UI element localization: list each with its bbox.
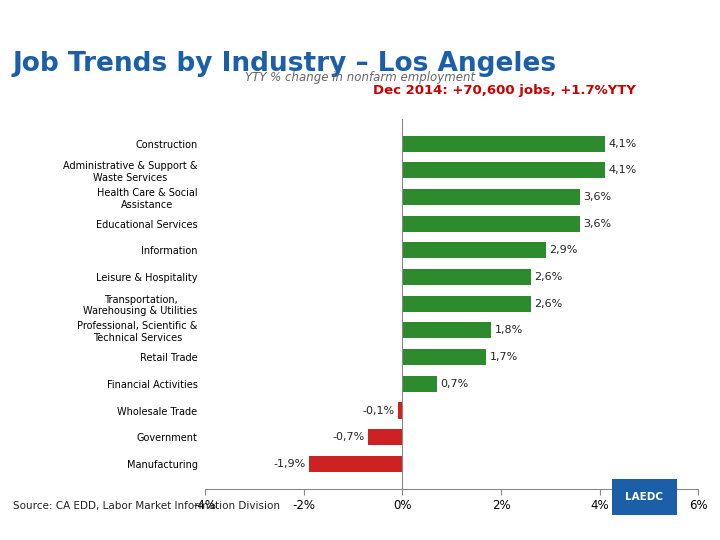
Bar [397,402,402,418]
Bar [402,349,486,365]
Text: 2,9%: 2,9% [549,245,577,255]
Bar [309,456,402,472]
Text: 1,8%: 1,8% [495,326,523,335]
Text: Source: CA EDD, Labor Market Information Division: Source: CA EDD, Labor Market Information… [13,501,280,511]
Text: LAEDC: LAEDC [626,492,663,502]
Bar [402,322,491,339]
Bar [402,376,437,392]
Text: Kyser Center for Economic Research: Kyser Center for Economic Research [534,525,698,534]
Text: 3,6%: 3,6% [583,219,611,228]
Bar [402,269,531,285]
Bar [368,429,402,445]
Text: Job Trends by Industry – Los Angeles: Job Trends by Industry – Los Angeles [13,51,557,77]
Bar [402,242,546,258]
Bar [402,296,531,312]
Text: 0,7%: 0,7% [441,379,469,389]
Bar [402,136,605,152]
Text: YTY % change in nonfarm employment: YTY % change in nonfarm employment [245,71,475,84]
Text: -0,1%: -0,1% [362,406,394,415]
FancyBboxPatch shape [612,479,677,515]
Bar [402,215,580,232]
Bar [402,189,580,205]
Text: 3,6%: 3,6% [583,192,611,202]
Text: 1,7%: 1,7% [490,352,518,362]
Text: Dec 2014: +70,600 jobs, +1.7%YTY: Dec 2014: +70,600 jobs, +1.7%YTY [372,84,636,97]
Text: 2,6%: 2,6% [534,272,562,282]
Text: 4,1%: 4,1% [608,165,636,176]
Text: 4,1%: 4,1% [608,139,636,148]
Text: -1,9%: -1,9% [273,459,305,469]
Bar [402,163,605,178]
Text: -0,7%: -0,7% [332,432,364,442]
Text: 2,6%: 2,6% [534,299,562,309]
